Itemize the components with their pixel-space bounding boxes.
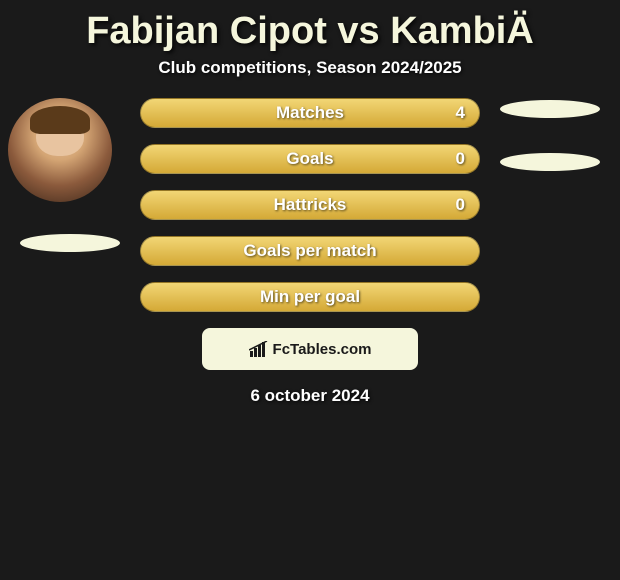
- brand-text: FcTables.com: [273, 341, 372, 358]
- stat-value: 0: [456, 149, 465, 169]
- stat-label: Goals per match: [141, 241, 479, 261]
- brand-footer-box: FcTables.com: [202, 328, 418, 370]
- main-area: Matches 4 Goals 0 Hattricks 0 Goals per …: [0, 98, 620, 406]
- bar-chart-icon: [249, 341, 269, 357]
- brand-logo: FcTables.com: [249, 341, 372, 358]
- stat-bars: Matches 4 Goals 0 Hattricks 0 Goals per …: [140, 98, 480, 312]
- name-pill-left: [20, 234, 120, 252]
- infographic-container: Fabijan Cipot vs KambiÄ Club competition…: [0, 0, 620, 406]
- player-avatar-left: [8, 98, 112, 202]
- stat-label: Goals: [141, 149, 479, 169]
- page-subtitle: Club competitions, Season 2024/2025: [0, 58, 620, 98]
- stat-row-min-per-goal: Min per goal: [140, 282, 480, 312]
- stat-label: Matches: [141, 103, 479, 123]
- stat-row-goals-per-match: Goals per match: [140, 236, 480, 266]
- stat-value: 4: [456, 103, 465, 123]
- stat-label: Min per goal: [141, 287, 479, 307]
- name-pill-right-2: [500, 153, 600, 171]
- date-text: 6 october 2024: [0, 386, 620, 406]
- name-pill-right-1: [500, 100, 600, 118]
- stat-row-matches: Matches 4: [140, 98, 480, 128]
- stat-value: 0: [456, 195, 465, 215]
- stat-row-goals: Goals 0: [140, 144, 480, 174]
- stat-row-hattricks: Hattricks 0: [140, 190, 480, 220]
- stat-label: Hattricks: [141, 195, 479, 215]
- page-title: Fabijan Cipot vs KambiÄ: [0, 0, 620, 58]
